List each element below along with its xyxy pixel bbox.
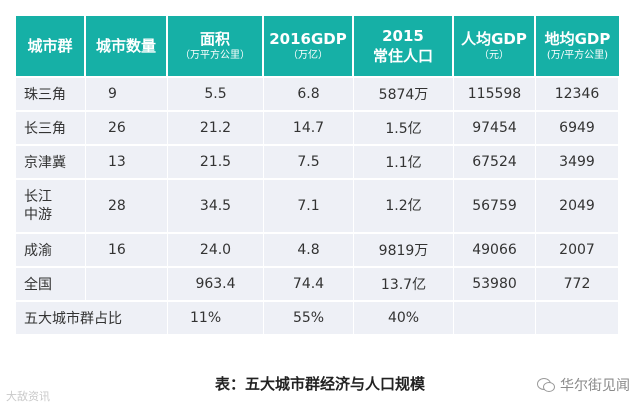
cell-area: 24.0: [168, 232, 264, 266]
cell-population: 1.5亿: [354, 110, 454, 144]
table-header-row: 城市群 城市数量 面积 （万平方公里） 2016GDP （万亿） 2015 常住人口 …: [16, 16, 619, 76]
cell-name: 长江 中游: [16, 178, 86, 232]
cell-gdp-per-capita: 67524: [454, 144, 536, 178]
cell-gdp-per-capita: 49066: [454, 232, 536, 266]
cell-gdp-per-area: 2007: [536, 232, 619, 266]
header-gdp-2016: 2016GDP （万亿）: [264, 16, 354, 76]
cell-area: 963.4: [168, 266, 264, 300]
cell-gdp: 4.8: [264, 232, 354, 266]
cell-gdp-per-capita: 97454: [454, 110, 536, 144]
cell-area: 34.5: [168, 178, 264, 232]
watermark-right-text: 华尔街见闻: [560, 378, 630, 394]
cell-area: 21.5: [168, 144, 264, 178]
table-row: 全国 963.4 74.4 13.7亿 53980 772: [16, 266, 619, 300]
watermark-right: 华尔街见闻: [537, 375, 630, 395]
header-city-count: 城市数量: [86, 16, 168, 76]
cell-population: 5874万: [354, 76, 454, 110]
cell-gdp: 7.5: [264, 144, 354, 178]
cell-name: 京津冀: [16, 144, 86, 178]
cell-gdp-per-area: 2049: [536, 178, 619, 232]
cell-summary-name: 五大城市群占比: [16, 300, 168, 334]
cell-name: 珠三角: [16, 76, 86, 110]
cell-population: 1.2亿: [354, 178, 454, 232]
cell-gdp-per-area: 3499: [536, 144, 619, 178]
cell-count: [86, 266, 168, 300]
cell-name: 成渝: [16, 232, 86, 266]
table-caption: 表：五大城市群经济与人口规模: [214, 375, 425, 393]
summary-row: 五大城市群占比 11% 55% 40%: [16, 300, 619, 334]
table-row: 长江中游 28 34.5 7.1 1.2亿 56759 2049: [16, 178, 619, 232]
cell-gdp: 74.4: [264, 266, 354, 300]
cell-summary-population: 40%: [354, 300, 454, 334]
header-city-cluster: 城市群: [16, 16, 86, 76]
wechat-icon: [537, 378, 555, 392]
cell-population: 13.7亿: [354, 266, 454, 300]
cell-count: 13: [86, 144, 168, 178]
cell-population: 9819万: [354, 232, 454, 266]
header-gdp-per-capita: 人均GDP （元）: [454, 16, 536, 76]
cell-area: 21.2: [168, 110, 264, 144]
cell-summary-gdp: 55%: [264, 300, 354, 334]
cell-gdp-per-capita: 53980: [454, 266, 536, 300]
table-row: 珠三角 9 5.5 6.8 5874万 115598 12346: [16, 76, 619, 110]
cell-gdp-per-area: 772: [536, 266, 619, 300]
cell-area: 5.5: [168, 76, 264, 110]
table-row: 长三角 26 21.2 14.7 1.5亿 97454 6949: [16, 110, 619, 144]
cell-name-line1: 长江: [24, 189, 52, 205]
cell-name: 全国: [16, 266, 86, 300]
cell-gdp-per-area: 6949: [536, 110, 619, 144]
cell-count: 28: [86, 178, 168, 232]
header-area: 面积 （万平方公里）: [168, 16, 264, 76]
cell-name: 长三角: [16, 110, 86, 144]
cell-count: 9: [86, 76, 168, 110]
cell-count: 26: [86, 110, 168, 144]
cell-gdp: 7.1: [264, 178, 354, 232]
cell-gdp-per-capita: 115598: [454, 76, 536, 110]
cell-name-line2: 中游: [24, 207, 52, 223]
cell-gdp: 6.8: [264, 76, 354, 110]
city-cluster-table: 城市群 城市数量 面积 （万平方公里） 2016GDP （万亿） 2015 常住人口 …: [16, 16, 619, 334]
data-table-container: 城市群 城市数量 面积 （万平方公里） 2016GDP （万亿） 2015 常住人口 …: [16, 16, 619, 351]
cell-gdp: 14.7: [264, 110, 354, 144]
cell-empty: [536, 300, 619, 334]
cell-population: 1.1亿: [354, 144, 454, 178]
table-row: 成渝 16 24.0 4.8 9819万 49066 2007: [16, 232, 619, 266]
header-gdp-per-area: 地均GDP (万/平方公里): [536, 16, 619, 76]
table-row: 京津冀 13 21.5 7.5 1.1亿 67524 3499: [16, 144, 619, 178]
header-population-2015: 2015 常住人口: [354, 16, 454, 76]
cell-gdp-per-area: 12346: [536, 76, 619, 110]
cell-summary-area: 11%: [168, 300, 264, 334]
cell-gdp-per-capita: 56759: [454, 178, 536, 232]
cell-count: 16: [86, 232, 168, 266]
watermark-left: 大敌资讯: [6, 390, 50, 403]
cell-empty: [454, 300, 536, 334]
